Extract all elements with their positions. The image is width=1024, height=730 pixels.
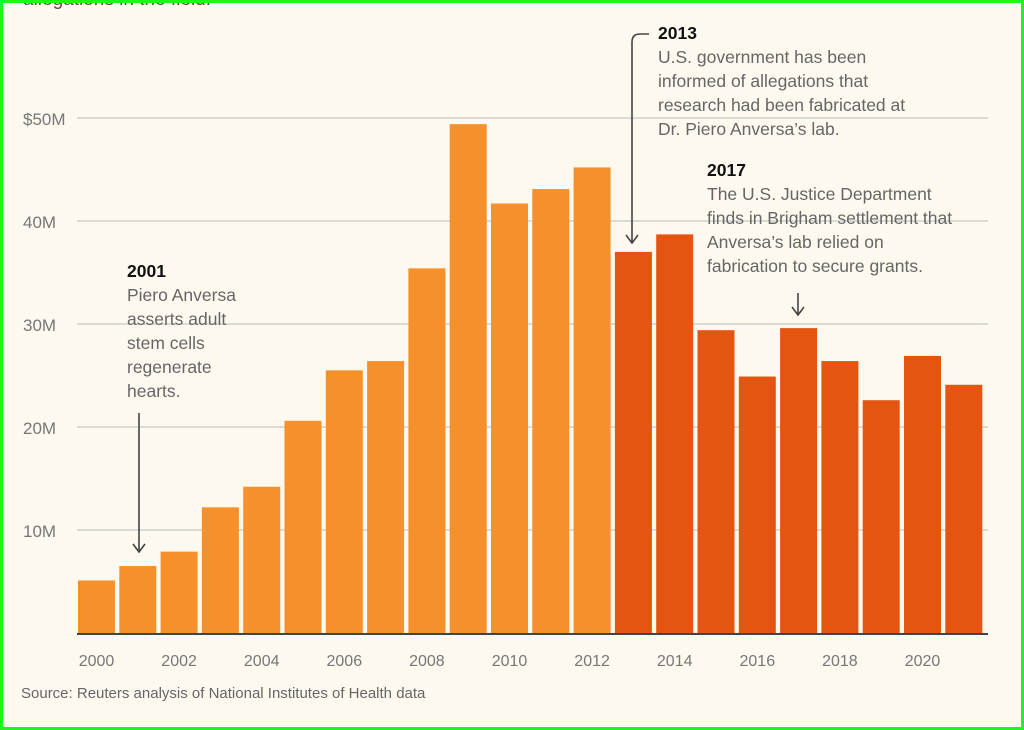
annotation-year: 2013: [658, 23, 697, 43]
annotation-line: finds in Brigham settlement that: [707, 208, 953, 228]
y-tick-label: $50M: [23, 110, 66, 129]
bar-2009: [449, 124, 487, 634]
bar-2013: [614, 251, 652, 633]
bar-2019: [862, 400, 900, 633]
x-tick-label: 2008: [409, 653, 445, 670]
bar-2010: [491, 203, 528, 634]
arrow-2013: [625, 33, 649, 245]
annotation-year: 2001: [127, 261, 166, 281]
annotation-line: hearts.: [127, 381, 181, 401]
bar-chart: 10M 20M 30M 40M $50M 2000 2002 2004 2006 2008 2010…: [23, 33, 988, 670]
bar-2007: [367, 361, 405, 633]
annotation-line: stem cells: [127, 333, 205, 353]
x-tick-label: 2020: [905, 653, 941, 670]
annotation-line: informed of allegations that: [658, 71, 869, 91]
source-note: Source: Reuters analysis of National Ins…: [21, 685, 426, 702]
bar-2014: [656, 234, 694, 633]
x-tick-label: 2006: [327, 653, 363, 670]
bar-2016: [738, 376, 776, 633]
arrow-2017: [791, 293, 805, 317]
x-tick-label: 2002: [161, 653, 197, 670]
x-tick-label: 2012: [574, 653, 610, 670]
annotation-2017: 2017 The U.S. Justice Department finds i…: [707, 158, 952, 278]
bar-2008: [408, 268, 446, 633]
bar-2006: [325, 370, 363, 633]
annotation-line: research had been fabricated at: [658, 95, 906, 115]
x-tick-label: 2016: [740, 653, 776, 670]
annotation-year: 2017: [707, 160, 746, 180]
bar-2005: [284, 420, 322, 633]
bar-2021: [945, 384, 983, 633]
annotation-line: Anversa’s lab relied on: [707, 232, 884, 252]
annotation-line: Dr. Piero Anversa’s lab.: [658, 119, 840, 139]
bar-2003: [201, 507, 239, 633]
y-tick-label: 40M: [23, 213, 56, 232]
bar-2000: [78, 580, 115, 633]
y-tick-label: 10M: [23, 522, 56, 541]
intro-text: allegations in the field.: [23, 3, 211, 11]
bar-2020: [904, 355, 941, 633]
annotation-2001: 2001 Piero Anversa asserts adult stem ce…: [127, 259, 236, 403]
bar-2018: [821, 361, 859, 633]
arrow-2001: [132, 413, 146, 554]
y-tick-label: 30M: [23, 316, 56, 335]
bar-2015: [697, 330, 735, 633]
bar-2001: [119, 566, 157, 633]
annotation-line: The U.S. Justice Department: [707, 184, 932, 204]
bar-2012: [573, 167, 611, 633]
y-tick-label: 20M: [23, 419, 56, 438]
annotation-line: asserts adult: [127, 309, 227, 329]
bar-2004: [243, 486, 281, 633]
x-tick-label: 2000: [79, 653, 115, 670]
annotation-2013: 2013 U.S. government has been informed o…: [658, 21, 905, 141]
annotation-line: regenerate: [127, 357, 212, 377]
annotation-line: fabrication to secure grants.: [707, 256, 923, 276]
bar-2011: [532, 189, 570, 633]
bar-2002: [160, 551, 198, 633]
bar-2017: [780, 328, 818, 633]
annotation-line: U.S. government has been: [658, 47, 867, 67]
x-tick-label: 2018: [822, 653, 858, 670]
x-tick-label: 2004: [244, 653, 280, 670]
annotation-line: Piero Anversa: [127, 285, 236, 305]
x-tick-label: 2010: [492, 653, 528, 670]
x-tick-label: 2014: [657, 653, 693, 670]
